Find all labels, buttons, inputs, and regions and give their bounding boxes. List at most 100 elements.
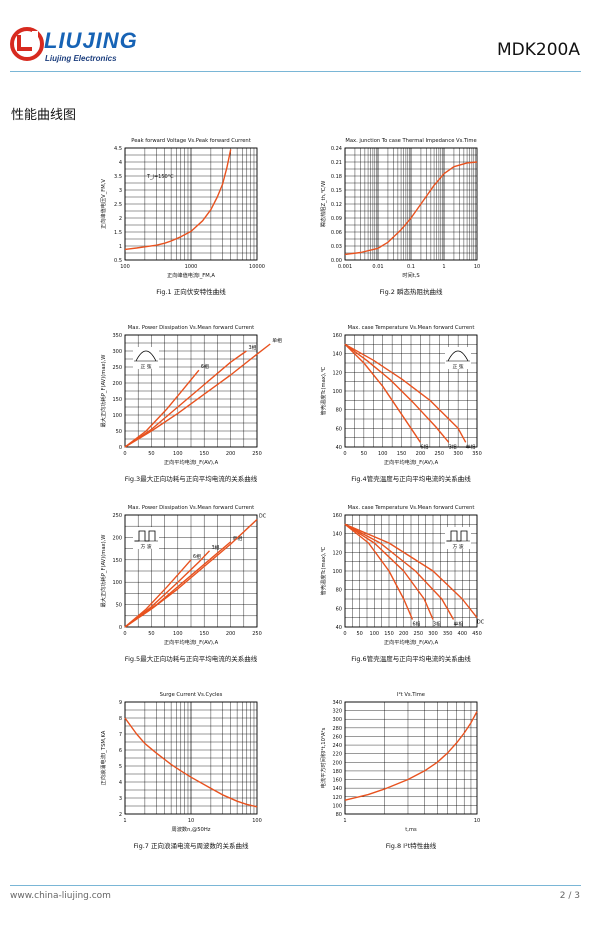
x-tick-label: 100 xyxy=(252,818,262,824)
y-tick-label: 120 xyxy=(332,550,342,556)
y-tick-label: 250 xyxy=(112,513,122,519)
series-line xyxy=(344,523,434,620)
x-axis-label: 正向平均电流I_F(AV),A xyxy=(164,638,219,646)
plot-frame xyxy=(344,147,478,261)
plot-frame xyxy=(344,701,478,815)
x-tick-label: 50 xyxy=(148,631,154,637)
plot-frame xyxy=(124,334,258,448)
series-label: 6相 xyxy=(420,443,428,450)
x-tick-label: 100 xyxy=(120,264,130,270)
inset-label: 方 波 xyxy=(452,543,463,550)
series-line xyxy=(124,149,232,251)
page-number: 2 / 3 xyxy=(559,891,580,901)
y-tick-label: 0.18 xyxy=(331,174,342,180)
plot-frame xyxy=(124,147,258,261)
x-tick-label: 100 xyxy=(370,631,380,637)
x-tick-label: 150 xyxy=(384,631,394,637)
series-line xyxy=(124,369,200,448)
x-tick-label: 0 xyxy=(123,631,126,637)
series-line xyxy=(124,518,258,628)
series-line xyxy=(344,523,455,620)
chart-caption: Fig.1 正向伏安特性曲线 xyxy=(156,287,226,296)
x-tick-label: 0.001 xyxy=(338,264,352,270)
section-title: 性能曲线图 xyxy=(11,108,77,123)
y-tick-label: 60 xyxy=(336,426,342,432)
y-tick-label: 180 xyxy=(332,769,342,775)
x-tick-label: 200 xyxy=(226,631,236,637)
chart-grid xyxy=(124,147,257,261)
y-tick-label: 350 xyxy=(112,333,122,339)
y-tick-label: 0.5 xyxy=(114,258,122,264)
x-tick-label: 100 xyxy=(173,451,183,457)
x-tick-label: 1 xyxy=(343,818,346,824)
y-tick-label: 8 xyxy=(119,716,122,722)
x-tick-label: 10 xyxy=(188,818,194,824)
x-tick-label: 1000 xyxy=(185,264,198,270)
y-tick-label: 2.5 xyxy=(114,202,122,208)
x-tick-label: 0.1 xyxy=(407,264,415,270)
y-tick-label: 240 xyxy=(332,743,342,749)
y-tick-label: 0 xyxy=(119,445,122,451)
chart-caption: Fig.6管壳温度与正向平均电流的关系曲线 xyxy=(351,654,471,663)
x-axis-label: 时间t,S xyxy=(402,271,419,279)
y-axis-label: 最大正向功耗P_F(AV)(max),W xyxy=(99,355,107,428)
x-tick-label: 300 xyxy=(428,631,438,637)
series-line xyxy=(344,523,414,620)
y-tick-label: 140 xyxy=(332,786,342,792)
y-axis-label: 正向浪涌电流I_TSM,KA xyxy=(99,730,107,785)
series-line xyxy=(344,343,450,443)
fig7-svg: Surge Current Vs.Cycles 2 3 4 5 6 7 8 9 1 10 100 周波数… xyxy=(99,692,262,850)
y-tick-label: 150 xyxy=(112,558,122,564)
x-tick-label: 200 xyxy=(416,451,426,457)
x-axis-label: 周波数n,@50Hz xyxy=(172,825,211,833)
y-tick-label: 220 xyxy=(332,752,342,758)
chart-grid xyxy=(344,701,477,815)
y-tick-label: 5 xyxy=(119,764,122,770)
y-tick-label: 0 xyxy=(119,625,122,631)
chart-grid xyxy=(124,701,257,815)
chart-caption: Fig.5最大正向功耗与正向平均电流的关系曲线 xyxy=(125,654,258,663)
y-tick-label: 150 xyxy=(112,397,122,403)
x-tick-label: 200 xyxy=(226,451,236,457)
y-tick-label: 200 xyxy=(112,381,122,387)
sine-wave-icon xyxy=(447,350,469,362)
series-label: DC xyxy=(259,513,267,519)
x-tick-label: 10 xyxy=(474,818,480,824)
series-label: 单相 xyxy=(272,337,282,344)
y-tick-label: 140 xyxy=(332,352,342,358)
series-line xyxy=(124,343,271,448)
x-axis-label: 正向平均电流I_F(AV),A xyxy=(384,638,439,646)
y-axis-label: 瞬态热阻Z_th,℃/W xyxy=(319,181,327,228)
series-line xyxy=(124,550,211,628)
logo-wordmark: LIUJING xyxy=(44,28,138,53)
x-axis-label: 正向平均电流I_F(AV),A xyxy=(164,458,219,466)
y-tick-label: 280 xyxy=(332,726,342,732)
chart-case-temp-square: Max. case Temperature Vs.Mean forward Cu… xyxy=(318,495,518,663)
chart-thermal-impedance: Max. junction To case Thermal Impedance … xyxy=(318,128,518,296)
x-tick-label: 50 xyxy=(148,451,154,457)
chart-surge-current: Surge Current Vs.Cycles 2 3 4 5 6 7 8 9 1 10 100 周波数… xyxy=(98,682,298,850)
y-tick-label: 50 xyxy=(116,429,122,435)
chart-title: Peak forward Voltage Vs.Peak forward Cur… xyxy=(131,138,251,144)
chart-power-dissipation-sine: Max. Power Dissipation Vs.Mean forward C… xyxy=(98,315,298,483)
y-tick-label: 100 xyxy=(112,413,122,419)
footer-url[interactable]: www.china-liujing.com xyxy=(10,891,111,901)
fig5-svg: Max. Power Dissipation Vs.Mean forward C… xyxy=(99,505,267,663)
y-tick-label: 6 xyxy=(119,748,122,754)
y-tick-label: 2 xyxy=(119,216,122,222)
y-tick-label: 80 xyxy=(336,588,342,594)
plot-frame xyxy=(344,514,478,628)
y-tick-label: 80 xyxy=(336,812,342,818)
chart-i2t: I²t Vs.Time 80 100 120 140 160 180 200 220 240 260… xyxy=(318,682,518,850)
y-tick-label: 0.15 xyxy=(331,188,342,194)
x-tick-label: 350 xyxy=(443,631,453,637)
y-tick-label: 40 xyxy=(336,625,342,631)
y-tick-label: 260 xyxy=(332,734,342,740)
series-line xyxy=(124,717,258,808)
x-tick-label: 50 xyxy=(356,631,362,637)
x-tick-label: 250 xyxy=(252,451,262,457)
chart-title: Max. case Temperature Vs.Mean forward Cu… xyxy=(348,505,475,511)
series-label: 6相 xyxy=(412,621,420,628)
x-tick-label: 50 xyxy=(361,451,367,457)
chart-title: I²t Vs.Time xyxy=(397,692,425,698)
